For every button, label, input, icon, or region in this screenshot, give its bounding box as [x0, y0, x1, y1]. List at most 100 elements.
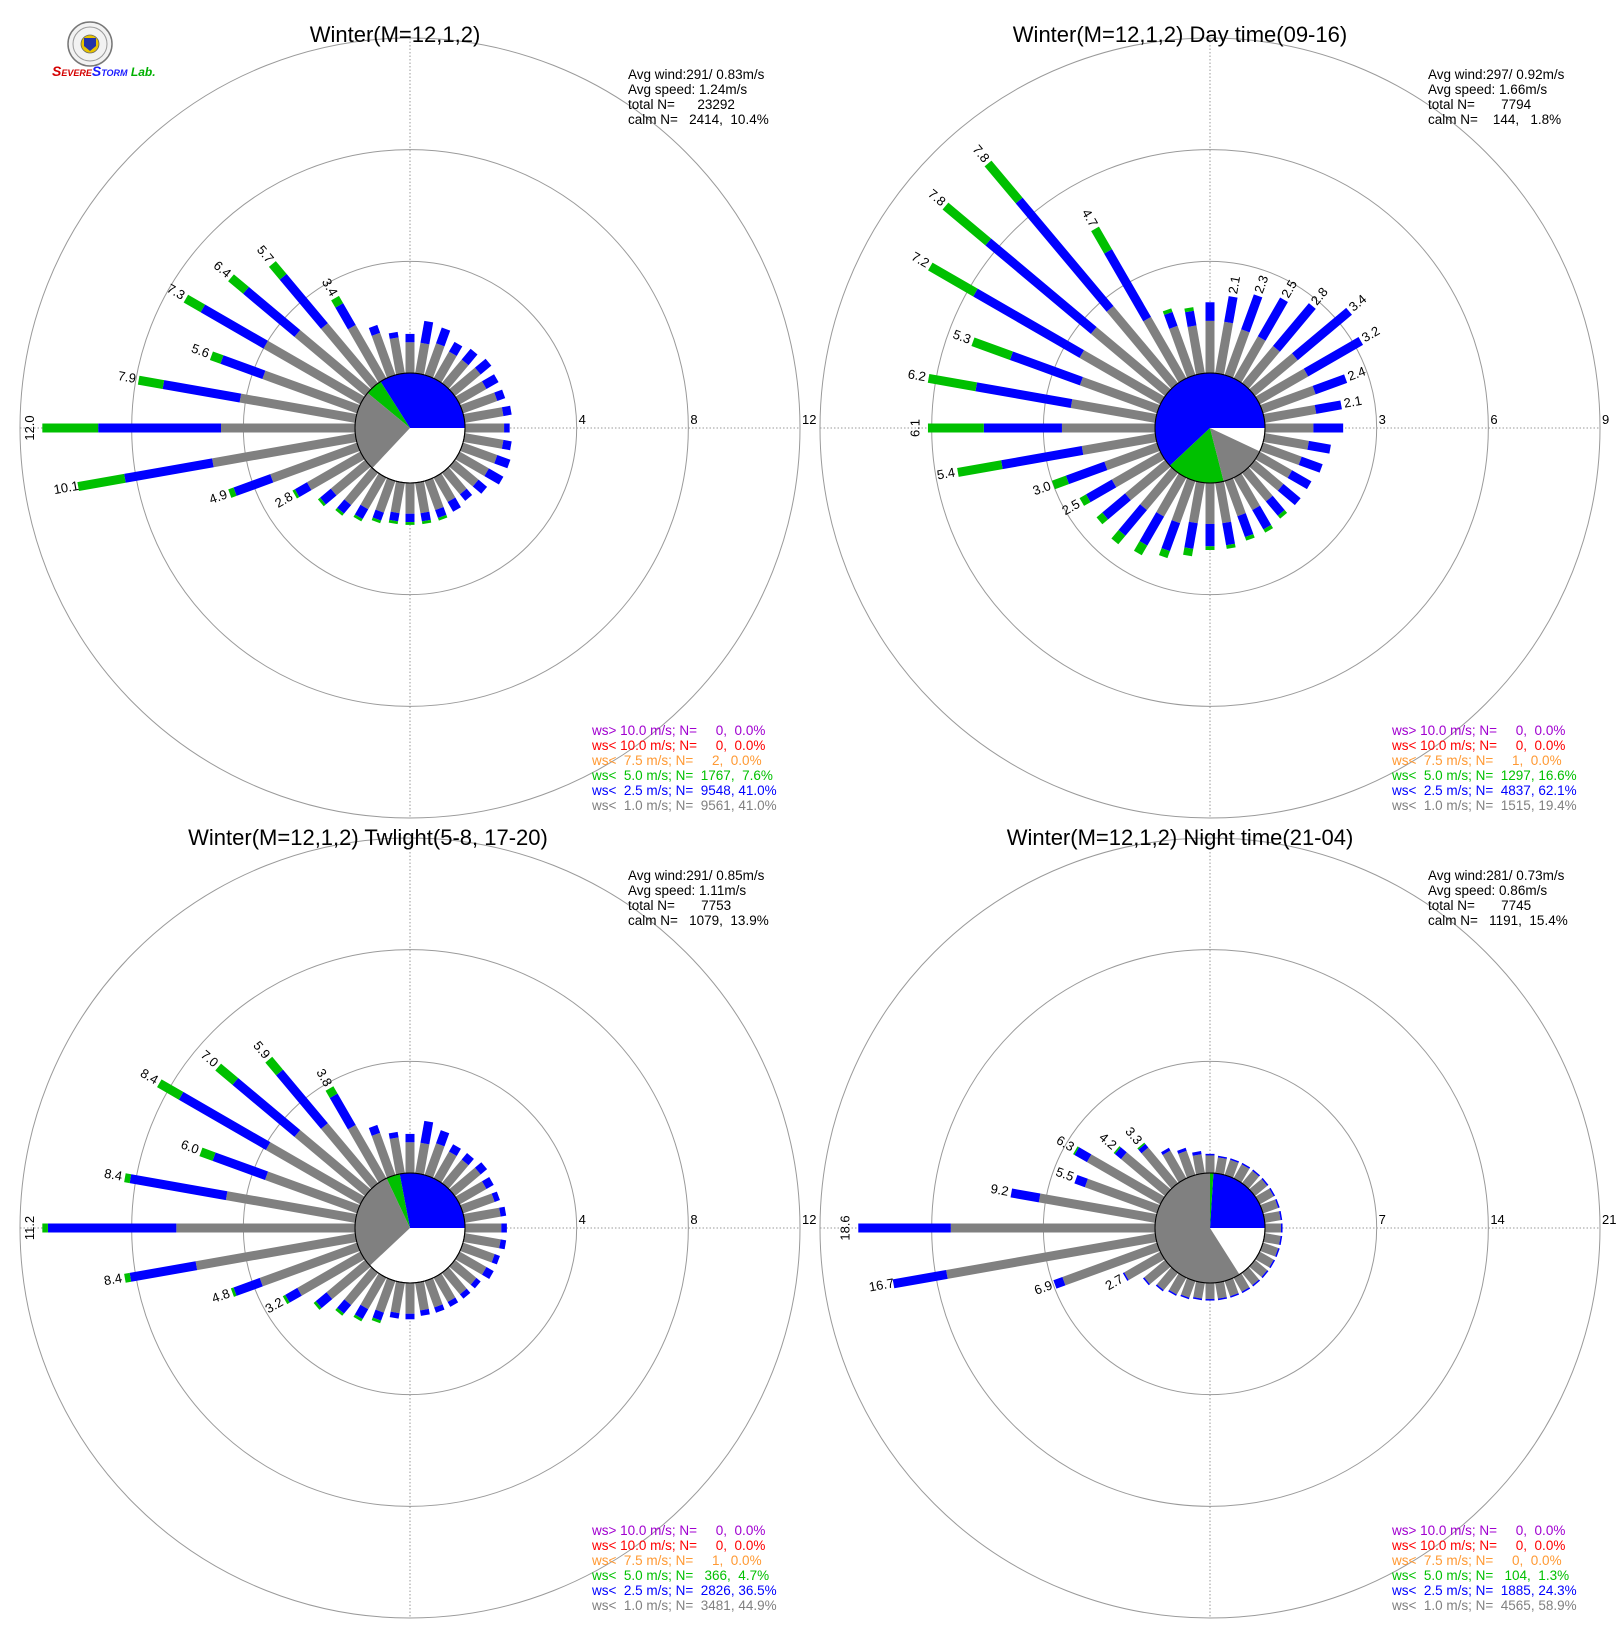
bar-segment-lt1 — [405, 1283, 415, 1314]
calm-slice-lt5 — [1169, 428, 1224, 483]
direction-bar-240 — [282, 1251, 365, 1305]
bar-value-label: 3.2 — [1359, 323, 1382, 345]
bar-segment-lt5 — [1133, 541, 1148, 556]
direction-bar-100 — [463, 1233, 507, 1250]
bar-value-label: 7.3 — [164, 281, 187, 303]
bar-value-label: 16.7 — [868, 1275, 896, 1294]
calm-slice-lt1 — [355, 392, 410, 469]
stat-line: calm N= 1191, 15.4% — [1428, 913, 1568, 928]
legend-entry-lt1: ws< 1.0 m/s; N= 3481, 44.9% — [591, 1598, 777, 1613]
bar-segment-lt25 — [459, 488, 473, 501]
panel-title: Winter(M=12,1,2) Day time(09-16) — [1013, 22, 1347, 47]
bar-segment-lt5 — [1079, 494, 1091, 506]
direction-bar-290 — [1074, 1174, 1160, 1214]
direction-bar-340 — [368, 324, 396, 378]
bar-segment-lt1 — [1205, 1155, 1215, 1173]
bar-segment-lt5 — [124, 1272, 132, 1283]
bar-value-label: 3.4 — [1346, 291, 1369, 314]
panel-title: Winter(M=12,1,2) — [310, 22, 481, 47]
bar-segment-lt25 — [220, 355, 266, 380]
bar-segment-lt5 — [228, 487, 237, 498]
bar-segment-lt25 — [129, 1174, 228, 1201]
bar-segment-lt5 — [388, 519, 399, 525]
bar-value-label: 7.2 — [909, 249, 932, 271]
bar-segment-lt1 — [455, 1251, 487, 1275]
bar-segment-lt25 — [1139, 512, 1165, 546]
legend-entry-lt25: ws< 2.5 m/s; N= 1885, 24.3% — [1391, 1583, 1577, 1598]
bar-segment-lt5 — [1051, 475, 1069, 490]
bar-value-label: 5.6 — [189, 340, 211, 360]
ring-label: 4 — [579, 412, 586, 427]
direction-bar-190 — [389, 1281, 405, 1319]
direction-bar-70 — [1260, 374, 1348, 414]
legend-entry-lt1: ws< 1.0 m/s; N= 1515, 19.4% — [1391, 798, 1577, 813]
bar-segment-lt25 — [178, 1091, 271, 1150]
ring-label: 12 — [802, 412, 816, 427]
bar-segment-lt25 — [233, 1277, 263, 1296]
bar-value-label: 2.8 — [1308, 284, 1331, 307]
bar-segment-lt25 — [47, 1223, 177, 1233]
bar-segment-lt1 — [212, 433, 357, 468]
ring-label: 8 — [690, 1212, 697, 1227]
bar-segment-lt5 — [1111, 529, 1126, 545]
bar-segment-lt25 — [1224, 296, 1238, 324]
direction-bar-50 — [1249, 307, 1352, 397]
bar-segment-lt25 — [1114, 1147, 1127, 1160]
bar-segment-lt25 — [405, 513, 415, 523]
bar-segment-lt5 — [199, 1147, 216, 1161]
direction-bar-340 — [368, 1124, 396, 1178]
bar-segment-lt1 — [1255, 1251, 1274, 1268]
bar-segment-lt5 — [942, 202, 992, 246]
bar-segment-lt25 — [1102, 493, 1131, 520]
bar-segment-lt1 — [360, 1273, 387, 1310]
logo-seal-icon — [67, 21, 113, 67]
direction-bar-240 — [1122, 1251, 1165, 1281]
direction-bar-90 — [465, 423, 510, 433]
bar-segment-lt1 — [1241, 1170, 1260, 1189]
bar-segment-lt1 — [389, 1137, 405, 1175]
bar-segment-lt25 — [212, 1152, 269, 1180]
bar-value-label: 3.3 — [1122, 1124, 1145, 1147]
calm-circle — [1154, 372, 1266, 484]
direction-bar-350 — [388, 1131, 405, 1175]
bar-segment-lt25 — [1205, 302, 1215, 321]
bar-segment-lt5 — [325, 1086, 338, 1099]
direction-bar-30 — [433, 1144, 461, 1183]
direction-bar-290 — [971, 337, 1160, 414]
legend-entry-lt75: ws< 7.5 m/s; N= 1, 0.0% — [591, 1553, 762, 1568]
bar-segment-lt1 — [294, 1129, 371, 1197]
direction-bar-160 — [1224, 1278, 1240, 1298]
direction-bar-80 — [1263, 400, 1342, 423]
bar-segment-lt1 — [306, 451, 365, 491]
bar-segment-lt1 — [1260, 442, 1302, 466]
direction-bar-200 — [371, 1278, 396, 1324]
bar-value-label: 2.1 — [1343, 393, 1363, 411]
bar-value-label: 5.5 — [1054, 1164, 1076, 1184]
bar-segment-lt25 — [1065, 461, 1108, 485]
bar-segment-lt25 — [1192, 1151, 1202, 1156]
bar-segment-lt5 — [421, 519, 432, 525]
bar-segment-lt25 — [1261, 1177, 1269, 1186]
bar-segment-lt25 — [491, 1254, 500, 1265]
bar-segment-lt25 — [243, 286, 301, 337]
stat-line: Avg speed: 0.86m/s — [1428, 883, 1547, 898]
calm-slice-lt5 — [367, 381, 410, 428]
panel-title: Winter(M=12,1,2) Twlight(5-8, 17-20) — [188, 825, 548, 850]
direction-bar-80 — [463, 1206, 507, 1223]
bar-value-label: 4.2 — [1096, 1129, 1119, 1152]
bar-segment-lt5 — [437, 514, 448, 521]
bar-segment-lt5 — [1162, 308, 1173, 315]
direction-bar-230 — [1096, 459, 1171, 525]
bar-segment-lt1 — [455, 381, 487, 405]
bar-segment-lt1 — [1143, 316, 1187, 383]
direction-bar-0 — [405, 333, 415, 373]
bar-segment-lt25 — [892, 1269, 948, 1289]
bar-segment-lt25 — [1205, 1298, 1215, 1301]
bar-segment-lt1 — [294, 329, 371, 397]
bar-segment-lt25 — [474, 1162, 488, 1175]
bar-segment-lt1 — [1144, 1259, 1171, 1285]
direction-bar-10 — [415, 1120, 434, 1175]
direction-bar-120 — [1255, 1251, 1276, 1269]
bar-value-label: 2.5 — [1278, 277, 1300, 300]
bar-segment-lt1 — [460, 1193, 495, 1214]
